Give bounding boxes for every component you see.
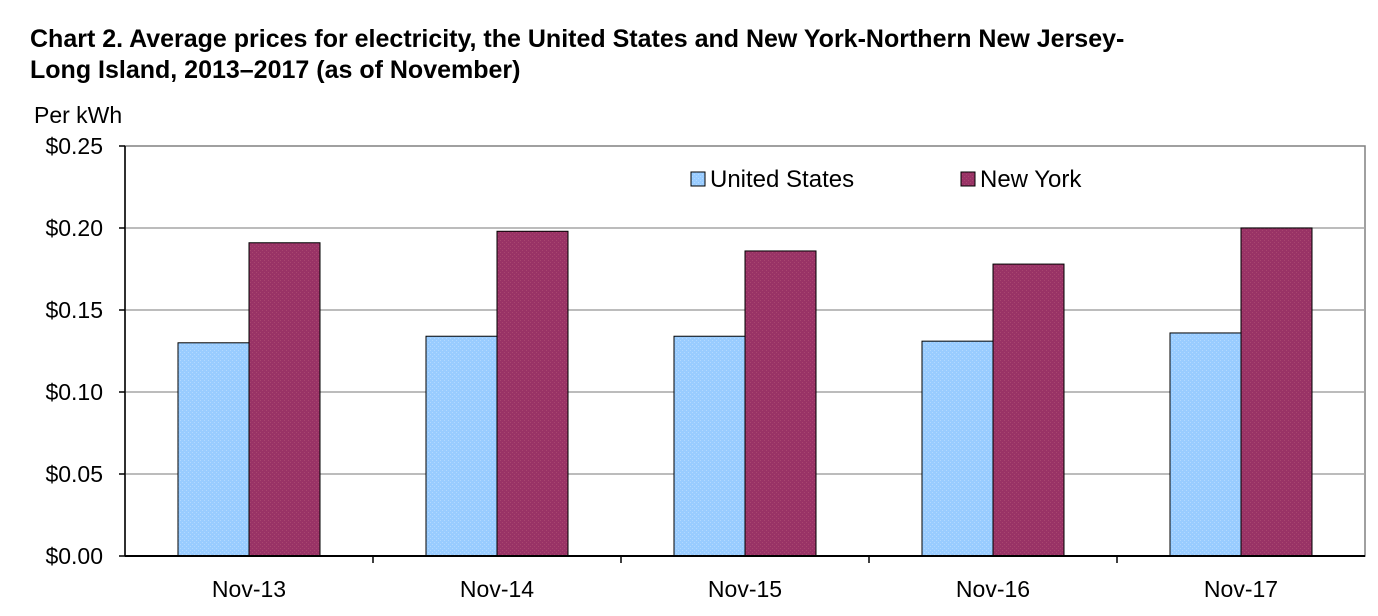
bar-new-york [1240, 227, 1313, 557]
bar-united-states [425, 335, 498, 557]
y-axis-label: Per kWh [34, 102, 122, 128]
legend-swatch-united-states [690, 171, 706, 187]
bar-united-states [673, 335, 746, 557]
x-tick-label: Nov-17 [1204, 576, 1278, 602]
bar-new-york [496, 230, 569, 557]
x-tick-label: Nov-13 [212, 576, 286, 602]
bars [177, 227, 1313, 557]
chart-title: Chart 2. Average prices for electricity,… [30, 24, 1270, 86]
chart-title-line-2: Long Island, 2013–2017 (as of November) [30, 56, 521, 84]
y-tick-label: $0.10 [45, 379, 103, 405]
y-tick-label: $0.15 [45, 297, 103, 323]
legend: United States New York [690, 166, 1082, 193]
bar-new-york [992, 263, 1065, 557]
bar-united-states [177, 342, 250, 557]
legend-label-united-states: United States [710, 166, 854, 193]
chart-title-line-1: Chart 2. Average prices for electricity,… [30, 25, 1125, 53]
x-tick-label: Nov-16 [956, 576, 1030, 602]
y-tick-label: $0.05 [45, 461, 103, 487]
bar-united-states [921, 340, 994, 557]
bar-new-york [744, 250, 817, 557]
legend-swatch-new-york [960, 171, 976, 187]
bar-new-york [248, 242, 321, 557]
x-tick-label: Nov-15 [708, 576, 782, 602]
y-tick-label: $0.20 [45, 215, 103, 241]
x-axis-ticks: Nov-13 Nov-14 Nov-15 Nov-16 Nov-17 [212, 556, 1278, 602]
x-tick-label: Nov-14 [460, 576, 534, 602]
y-tick-label: $0.00 [45, 543, 103, 569]
y-tick-label: $0.25 [45, 133, 103, 159]
bar-united-states [1169, 332, 1242, 557]
legend-label-new-york: New York [980, 166, 1082, 193]
y-axis-ticks: $0.25 $0.20 $0.15 $0.10 $0.05 $0.00 [45, 133, 125, 569]
